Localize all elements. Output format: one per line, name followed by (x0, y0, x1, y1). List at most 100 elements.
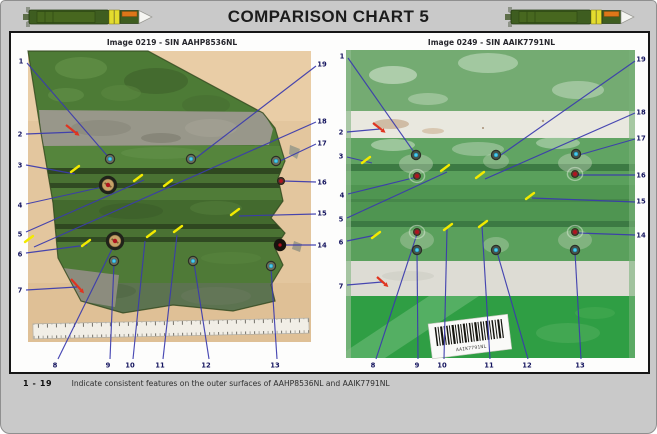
red-arrow (70, 278, 85, 294)
callout-line-11 (162, 234, 178, 360)
red-edge (276, 176, 285, 185)
callout-number-17: 17 (636, 134, 646, 142)
callout-number-2: 2 (18, 130, 23, 138)
groove (346, 221, 635, 227)
rivet-cyan (490, 244, 502, 256)
callout-number-8: 8 (53, 361, 58, 369)
fastener-red (566, 224, 584, 240)
callout-number-1: 1 (19, 57, 24, 65)
callout-line-4 (25, 185, 108, 205)
callout-number-3: 3 (18, 161, 23, 169)
rivet-cyan (187, 255, 199, 267)
callout-number-19: 19 (317, 60, 327, 68)
callout-line-5 (25, 179, 145, 233)
red-arrow (372, 122, 386, 133)
yellow-mark (370, 230, 382, 240)
callout-line-10 (443, 228, 448, 360)
yellow-mark (524, 191, 536, 201)
page-title: COMPARISON CHART 5 (227, 7, 430, 26)
callout-line-13 (270, 267, 278, 360)
callout-line-12 (496, 251, 529, 360)
callout-number-10: 10 (437, 361, 447, 369)
content-box: Image 0219 - SIN AAHP8536NL Image 0249 -… (9, 31, 650, 374)
yellow-mark (442, 222, 454, 232)
fastener-red (408, 224, 426, 240)
callout-line-7 (346, 281, 383, 286)
callout-number-14: 14 (317, 241, 327, 249)
callout-line-2 (25, 131, 78, 135)
callout-line-9 (416, 251, 419, 360)
rivet-cyan (108, 255, 120, 267)
rivet-cyan (265, 260, 277, 272)
callout-number-10: 10 (125, 361, 135, 369)
callout-line-12 (193, 262, 210, 360)
yellow-mark (145, 229, 157, 239)
callout-number-4: 4 (18, 201, 23, 209)
callout-line-14 (577, 232, 636, 236)
red-arrow (65, 124, 80, 136)
callout-line-5 (346, 171, 448, 219)
callout-line-1 (347, 57, 417, 156)
barcode-bars (434, 319, 504, 347)
missile-yellow-band (114, 9, 120, 25)
rivet-cyan (570, 148, 582, 160)
rivet-cyan (569, 244, 581, 256)
callout-number-13: 13 (575, 361, 585, 369)
fastener-brass (105, 231, 125, 251)
callout-number-5: 5 (18, 230, 23, 238)
callout-line-4 (347, 176, 418, 195)
missile-orange-stripe (603, 11, 620, 17)
callout-number-18: 18 (636, 108, 646, 116)
callout-line-15 (238, 213, 317, 217)
yellow-mark (172, 224, 184, 234)
callout-line-18 (33, 121, 317, 248)
yellow-mark (439, 163, 451, 173)
callout-line-18 (484, 112, 636, 180)
caption-text: Indicate consistent features on the oute… (71, 379, 390, 388)
callout-line-1 (26, 62, 111, 160)
yellow-mark (23, 234, 35, 244)
callout-line-11 (481, 225, 491, 360)
missile-yellow-band (596, 9, 602, 25)
callout-number-11: 11 (155, 361, 165, 369)
missile-icon-right (505, 7, 635, 27)
missile-orange-stripe (121, 11, 138, 17)
missile-body-photo (346, 50, 635, 358)
yellow-mark (69, 164, 81, 174)
callout-line-6 (346, 234, 377, 242)
center-band (346, 185, 635, 221)
callout-line-10 (132, 240, 146, 360)
callout-number-17: 17 (317, 139, 327, 147)
missile-tail (505, 14, 512, 20)
missile-nose (138, 9, 153, 25)
callout-number-16: 16 (317, 178, 327, 186)
callout-line-13 (574, 251, 582, 360)
yellow-mark (360, 155, 372, 165)
callout-line-9 (109, 262, 115, 360)
callout-number-9: 9 (106, 361, 111, 369)
callout-line-19 (191, 65, 317, 162)
callout-number-11: 11 (484, 361, 494, 369)
callout-number-7: 7 (339, 282, 344, 290)
bare-metal-band (39, 110, 273, 146)
callout-line-17 (277, 143, 317, 163)
callout-number-6: 6 (339, 238, 344, 246)
caption-range: 1 - 19 (23, 379, 53, 388)
callout-number-4: 4 (340, 191, 345, 199)
callout-line-3 (346, 156, 373, 164)
barcode-label: AAIK7791NL (427, 313, 513, 360)
missile-yellow-band (590, 9, 597, 25)
callout-line-3 (25, 164, 76, 175)
missile-nose (620, 9, 635, 25)
rivet-cyan (270, 155, 282, 167)
callout-number-14: 14 (636, 231, 646, 239)
callout-line-16 (282, 180, 317, 183)
groove (346, 164, 635, 171)
callout-line-19 (497, 60, 636, 158)
debris (292, 241, 302, 252)
red-arrow (376, 276, 389, 287)
callout-number-2: 2 (339, 128, 344, 136)
